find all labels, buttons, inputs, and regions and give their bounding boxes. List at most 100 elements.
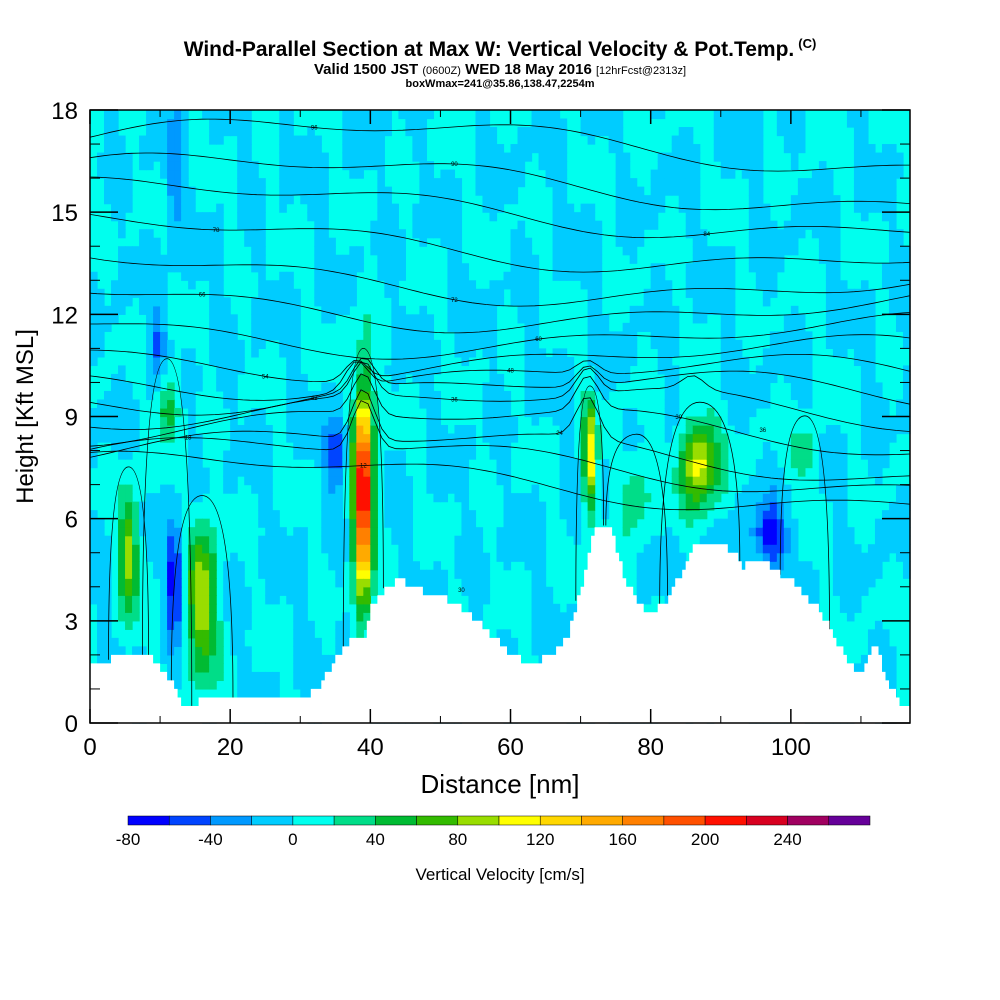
field-cell — [167, 263, 175, 273]
field-cell — [636, 212, 645, 222]
field-cell — [251, 433, 259, 443]
field-cell — [244, 416, 252, 426]
isentrope-line — [89, 176, 911, 239]
field-cell — [636, 220, 645, 230]
field-cell — [902, 254, 911, 264]
field-cell — [468, 348, 477, 358]
field-cell — [587, 297, 596, 307]
field-cell — [146, 501, 154, 511]
field-cell — [860, 331, 869, 341]
field-cell — [776, 356, 785, 367]
field-cell — [762, 271, 771, 281]
field-cell — [461, 425, 470, 435]
field-cell — [587, 510, 596, 520]
field-cell — [391, 450, 399, 460]
field-cell — [636, 595, 645, 605]
field-cell — [755, 169, 764, 179]
field-cell — [776, 348, 785, 358]
field-cell — [132, 433, 140, 443]
field-cell — [265, 501, 273, 511]
field-cell — [510, 501, 519, 511]
field-cell — [545, 399, 554, 409]
field-cell — [97, 161, 105, 171]
field-cell — [860, 297, 869, 307]
field-cell — [160, 254, 168, 264]
field-cell — [237, 688, 245, 699]
field-cell — [629, 356, 638, 367]
field-cell — [377, 186, 385, 196]
field-cell — [293, 288, 301, 298]
field-cell — [587, 110, 596, 120]
field-cell — [902, 305, 911, 315]
field-cell — [398, 271, 406, 281]
field-cell — [461, 476, 470, 486]
field-cell — [118, 561, 126, 571]
field-cell — [804, 212, 813, 222]
field-cell — [706, 450, 715, 460]
field-cell — [265, 476, 273, 486]
field-cell — [664, 305, 673, 315]
field-cell — [881, 510, 890, 520]
field-cell — [230, 416, 238, 426]
field-cell — [664, 186, 673, 196]
field-cell — [587, 390, 596, 401]
isentrope-line — [90, 312, 911, 360]
field-cell — [363, 118, 371, 128]
field-cell — [706, 484, 715, 494]
field-cell — [384, 118, 392, 128]
field-cell — [230, 382, 238, 392]
field-cell — [202, 484, 210, 494]
field-cell — [769, 331, 778, 341]
field-cell — [727, 382, 736, 392]
field-cell — [363, 314, 371, 324]
field-cell — [174, 220, 182, 230]
field-cell — [377, 118, 385, 128]
field-cell — [251, 322, 259, 332]
field-cell — [685, 229, 694, 239]
field-cell — [510, 254, 519, 264]
field-cell — [860, 135, 869, 145]
field-cell — [685, 186, 694, 196]
field-cell — [237, 637, 245, 647]
field-cell — [664, 169, 673, 179]
field-cell — [734, 135, 743, 145]
field-cell — [209, 110, 217, 120]
field-cell — [895, 510, 904, 520]
field-cell — [223, 612, 231, 622]
field-cell — [783, 246, 792, 256]
field-cell — [881, 407, 890, 418]
field-cell — [846, 297, 855, 307]
field-cell — [741, 382, 750, 392]
field-cell — [356, 561, 364, 571]
field-cell — [426, 390, 435, 401]
field-cell — [419, 212, 428, 222]
field-cell — [363, 322, 371, 332]
field-cell — [356, 501, 364, 511]
field-cell — [552, 246, 561, 256]
field-cell — [503, 186, 512, 196]
field-cell — [293, 399, 301, 409]
field-cell — [286, 569, 294, 579]
field-cell — [538, 552, 547, 562]
field-cell — [608, 356, 617, 367]
field-cell — [664, 416, 673, 426]
field-cell — [671, 339, 680, 349]
field-cell — [524, 339, 533, 349]
field-cell — [524, 510, 533, 520]
field-cell — [783, 552, 792, 562]
field-cell — [153, 254, 161, 264]
field-cell — [433, 484, 442, 494]
field-cell — [720, 365, 729, 375]
field-cell — [209, 305, 217, 315]
field-cell — [314, 433, 322, 443]
field-cell — [510, 416, 519, 426]
field-cell — [328, 314, 336, 324]
field-cell — [517, 246, 526, 256]
field-cell — [97, 629, 105, 639]
field-cell — [160, 144, 168, 154]
field-cell — [601, 467, 610, 477]
field-cell — [601, 382, 610, 392]
field-cell — [720, 331, 729, 341]
field-cell — [573, 271, 582, 281]
field-cell — [776, 510, 785, 520]
